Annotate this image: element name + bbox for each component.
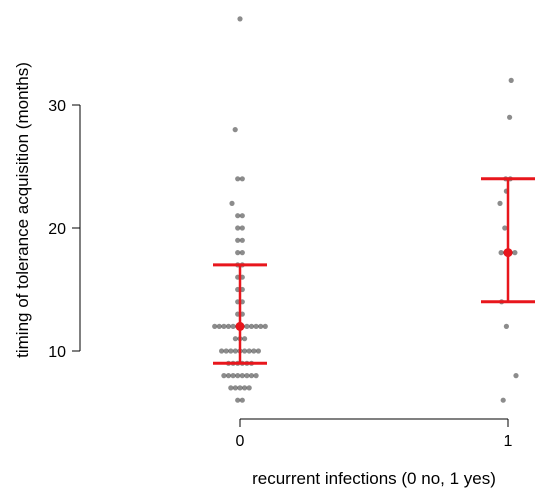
- data-point: [229, 200, 235, 206]
- data-point: [225, 373, 232, 379]
- data-point: [507, 114, 513, 120]
- median-point: [235, 321, 245, 331]
- data-point: [239, 397, 245, 403]
- x-axis-title: recurrent infections (0 no, 1 yes): [252, 469, 496, 488]
- data-point: [235, 213, 241, 219]
- data-point: [239, 250, 245, 256]
- data-point: [235, 176, 241, 182]
- data-point: [232, 336, 238, 342]
- data-point: [239, 176, 245, 182]
- data-point: [235, 373, 241, 379]
- data-point: [216, 323, 222, 329]
- y-tick-label: 20: [48, 221, 66, 238]
- data-point: [235, 397, 241, 403]
- data-point: [212, 323, 218, 329]
- data-point: [242, 336, 248, 342]
- data-point: [500, 397, 506, 403]
- data-point: [244, 373, 250, 379]
- data-point: [513, 373, 519, 379]
- data-point: [503, 323, 509, 329]
- data-point: [497, 200, 503, 206]
- data-point: [246, 385, 252, 391]
- data-point: [230, 323, 236, 329]
- data-point: [239, 213, 245, 219]
- data-point: [237, 16, 243, 22]
- data-point: [237, 385, 243, 391]
- summary-markers: [213, 177, 535, 365]
- data-point: [502, 225, 508, 231]
- x-tick-label: 0: [236, 433, 245, 450]
- data-point: [242, 385, 248, 391]
- data-point: [253, 323, 259, 329]
- data-point: [235, 237, 241, 243]
- data-points: [212, 16, 519, 403]
- data-point: [228, 385, 234, 391]
- data-point: [228, 348, 234, 354]
- data-point: [235, 250, 241, 256]
- data-point: [230, 373, 236, 379]
- data-point: [219, 348, 225, 354]
- data-point: [221, 373, 227, 379]
- data-point: [262, 323, 268, 329]
- data-point: [251, 348, 257, 354]
- data-point: [508, 77, 514, 83]
- data-point: [232, 385, 238, 391]
- data-point: [239, 225, 245, 231]
- data-point: [512, 250, 518, 256]
- median-point: [503, 248, 513, 258]
- data-point: [246, 348, 252, 354]
- y-axis-title: timing of tolerance acquisition (months): [13, 62, 32, 358]
- data-point: [225, 323, 232, 329]
- data-point: [244, 323, 250, 329]
- data-point: [223, 348, 229, 354]
- y-tick-label: 10: [48, 344, 66, 361]
- y-tick-label: 30: [48, 98, 66, 115]
- data-point: [242, 348, 248, 354]
- data-point: [258, 323, 264, 329]
- data-point: [253, 373, 259, 379]
- data-point: [239, 373, 245, 379]
- data-point: [239, 237, 245, 243]
- data-point: [255, 348, 261, 354]
- y-axis: 10 20 30: [48, 98, 81, 361]
- data-point: [248, 373, 255, 379]
- data-point: [235, 225, 241, 231]
- data-point: [248, 323, 255, 329]
- data-point: [221, 323, 227, 329]
- data-point: [232, 348, 238, 354]
- data-point: [232, 127, 238, 133]
- data-point: [498, 250, 504, 256]
- x-tick-label: 1: [504, 433, 513, 450]
